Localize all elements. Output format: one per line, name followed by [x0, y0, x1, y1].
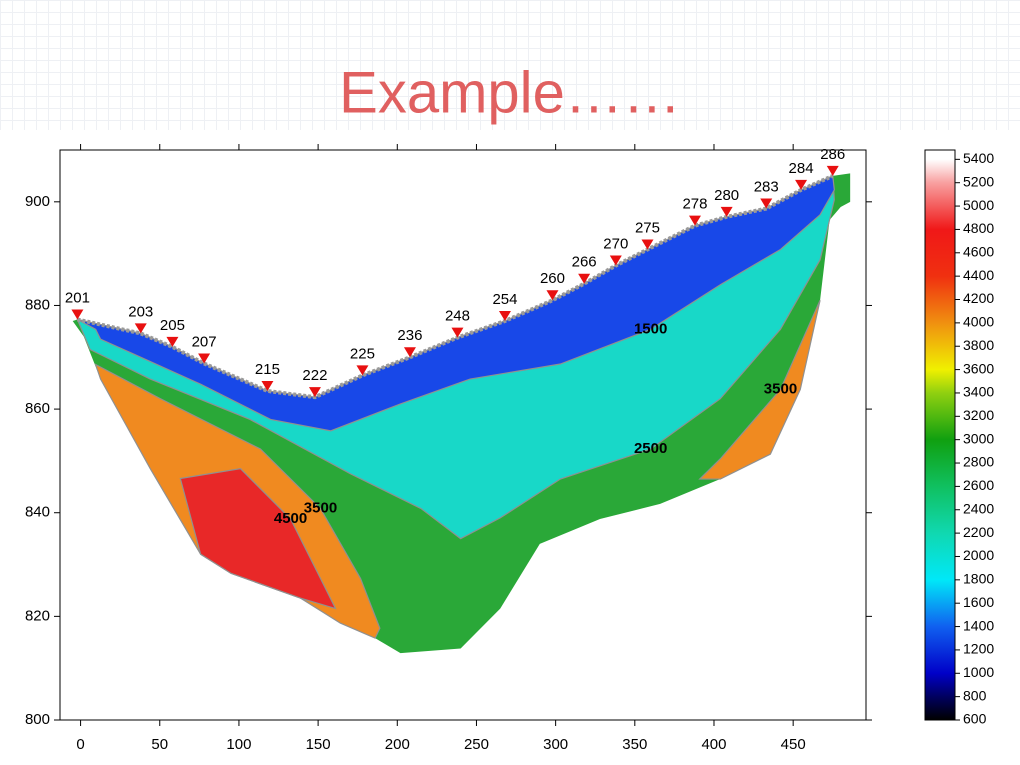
colorbar-tick-label: 800 — [963, 687, 987, 703]
colorbar-tick-label: 1600 — [963, 594, 994, 610]
colorbar-tick-label: 4400 — [963, 267, 994, 283]
x-tick-label: 0 — [76, 736, 84, 753]
geophone — [546, 290, 559, 301]
x-tick-label: 250 — [464, 736, 489, 753]
x-tick-label: 350 — [622, 736, 647, 753]
y-tick-label: 820 — [25, 607, 50, 624]
colorbar-tick-label: 2600 — [963, 477, 994, 493]
colorbar-tick-label: 4800 — [963, 220, 994, 236]
station-label: 275 — [635, 219, 660, 236]
colorbar-tick-label: 2800 — [963, 454, 994, 470]
geophone — [578, 273, 591, 284]
slide-title: Example…… — [339, 60, 681, 125]
colorbar-tick-label: 2200 — [963, 524, 994, 540]
colorbar-tick-label: 1200 — [963, 641, 994, 657]
geophone — [760, 198, 773, 209]
geophone — [451, 327, 464, 338]
geophone — [795, 179, 808, 190]
x-tick-label: 450 — [781, 736, 806, 753]
x-tick-label: 100 — [226, 736, 251, 753]
station-label: 278 — [682, 196, 707, 213]
station-label: 248 — [445, 308, 470, 325]
station-label: 284 — [789, 160, 814, 177]
contour-label: 1500 — [634, 320, 667, 337]
station-label: 205 — [160, 317, 185, 334]
colorbar-tick-label: 5200 — [963, 173, 994, 189]
colorbar-tick-label: 5400 — [963, 150, 994, 166]
station-label: 203 — [128, 303, 153, 320]
geophone — [609, 255, 622, 266]
station-label: 207 — [192, 333, 217, 350]
contour-label: 3500 — [764, 380, 797, 397]
station-label: 236 — [397, 327, 422, 344]
x-tick-label: 150 — [306, 736, 331, 753]
station-label: 254 — [492, 291, 517, 308]
colorbar-tick-label: 600 — [963, 711, 987, 727]
station-label: 280 — [714, 187, 739, 204]
velocity-zone — [179, 468, 337, 610]
colorbar-tick-label: 3600 — [963, 360, 994, 376]
station-label: 260 — [540, 270, 565, 287]
geophone — [198, 353, 211, 364]
station-label: 215 — [255, 361, 280, 378]
colorbar-tick-label: 4600 — [963, 243, 994, 259]
geophone — [134, 323, 147, 334]
geophone — [498, 311, 511, 321]
geophone — [308, 387, 321, 398]
station-label: 222 — [302, 367, 327, 384]
station-label: 283 — [754, 179, 779, 196]
colorbar-tick-label: 3800 — [963, 337, 994, 353]
station-label: 225 — [350, 345, 375, 362]
velocity-zone — [698, 300, 821, 480]
plot-frame — [59, 149, 867, 721]
geophone — [826, 165, 839, 176]
x-tick-label: 300 — [543, 736, 568, 753]
colorbar-tick-label: 4000 — [963, 314, 994, 330]
colorbar-tick-label: 3200 — [963, 407, 994, 423]
contour-label: 2500 — [634, 440, 667, 457]
geophone — [720, 206, 733, 217]
x-tick-label: 200 — [385, 736, 410, 753]
geophone — [403, 347, 416, 358]
geophone — [641, 239, 654, 250]
geophone — [356, 365, 369, 376]
colorbar-tick-label: 1800 — [963, 571, 994, 587]
station-label: 266 — [572, 254, 597, 271]
station-label: 286 — [820, 146, 845, 163]
colorbar-tick-label: 4200 — [963, 290, 994, 306]
colorbar-tick-label: 2400 — [963, 500, 994, 516]
x-tick-label: 50 — [151, 736, 168, 753]
surface-line — [76, 174, 834, 400]
x-tick-label: 400 — [701, 736, 726, 753]
geophone — [261, 380, 274, 391]
y-tick-label: 840 — [25, 504, 50, 521]
colorbar-tick-label: 5000 — [963, 197, 994, 213]
contour-label: 3500 — [304, 500, 337, 517]
station-label: 201 — [65, 289, 90, 306]
y-tick-label: 880 — [25, 296, 50, 313]
colorbar-tick-label: 2000 — [963, 547, 994, 563]
colorbar — [924, 149, 956, 721]
slide-background — [0, 0, 1020, 130]
colorbar-tick-label: 3400 — [963, 384, 994, 400]
y-tick-label: 800 — [25, 711, 50, 728]
y-tick-label: 860 — [25, 400, 50, 417]
y-tick-label: 900 — [25, 193, 50, 210]
colorbar-tick-label: 1400 — [963, 617, 994, 633]
contour-label: 4500 — [274, 510, 307, 527]
geophone — [71, 309, 84, 320]
geophone — [688, 215, 701, 226]
station-label: 270 — [603, 236, 628, 253]
colorbar-tick-label: 3000 — [963, 430, 994, 446]
geophone — [166, 336, 179, 347]
colorbar-tick-label: 1000 — [963, 664, 994, 680]
